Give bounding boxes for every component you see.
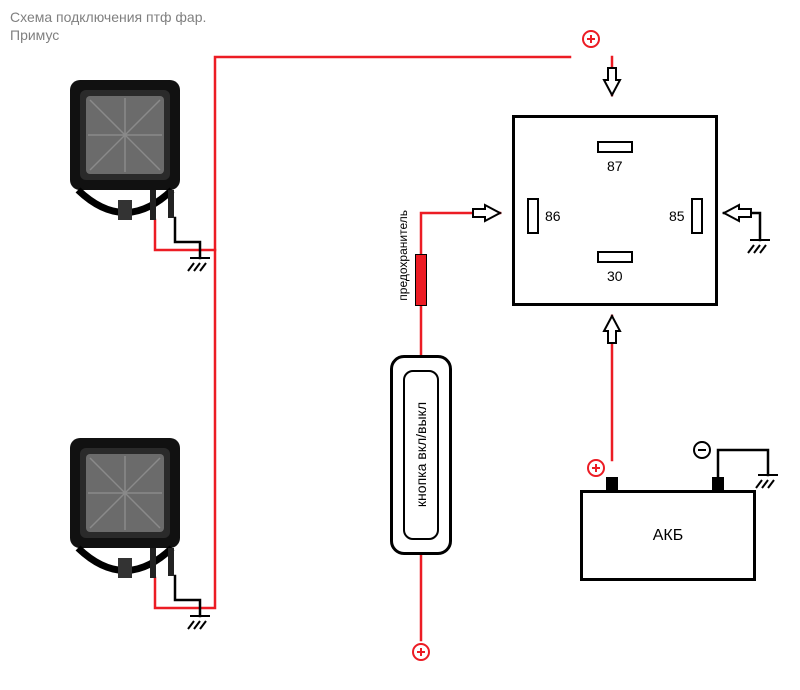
relay-pin-85-label: 85 (669, 208, 685, 224)
plus-icon (412, 643, 430, 661)
fuse (415, 254, 427, 306)
fog-light-2 (70, 438, 180, 578)
relay-pin-85 (691, 198, 703, 234)
relay-pin-86 (527, 198, 539, 234)
plus-icon (587, 459, 605, 477)
battery: АКБ (580, 490, 756, 581)
relay-pin-86-label: 86 (545, 208, 561, 224)
relay-pin-30 (597, 251, 633, 263)
relay-pin-30-label: 30 (607, 268, 623, 284)
switch-button: кнопка вкл/выкл (390, 355, 452, 555)
relay: 87 86 85 30 (512, 115, 718, 306)
plus-icon (582, 30, 600, 48)
battery-label: АКБ (653, 527, 684, 545)
relay-pin-87 (597, 141, 633, 153)
fog-light-1 (70, 80, 180, 220)
fuse-label: предохранитель (396, 210, 410, 301)
switch-button-label: кнопка вкл/выкл (413, 402, 429, 507)
wiring (0, 0, 800, 690)
minus-icon (693, 441, 711, 459)
relay-pin-87-label: 87 (607, 158, 623, 174)
